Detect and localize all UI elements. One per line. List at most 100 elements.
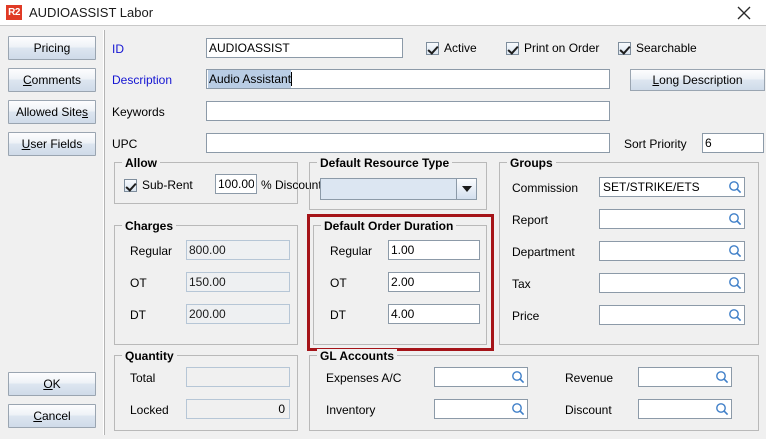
upc-input[interactable] — [206, 133, 610, 153]
discount-lookup[interactable] — [638, 399, 732, 419]
charges-regular-label: Regular — [130, 244, 173, 258]
search-icon[interactable] — [726, 274, 744, 292]
price-lookup[interactable] — [599, 305, 745, 325]
ok-button-label: OK — [43, 377, 61, 391]
checkbox-box — [506, 41, 519, 55]
dialog-body: Pricing Comments Allowed Sites User Fiel… — [0, 25, 766, 439]
department-lookup[interactable] — [599, 241, 745, 261]
search-icon[interactable] — [726, 306, 744, 324]
quantity-total-input[interactable] — [186, 367, 290, 387]
keywords-label: Keywords — [112, 105, 165, 119]
duration-regular-input[interactable] — [388, 240, 480, 260]
cancel-button[interactable]: Cancel — [8, 404, 96, 428]
default-resource-type-group: Default Resource Type — [309, 156, 487, 210]
duration-dt-input[interactable] — [388, 304, 480, 324]
form-content: ID Active Print on Order Searchable Desc… — [108, 26, 765, 439]
charges-dt-input[interactable] — [186, 304, 290, 324]
search-icon[interactable] — [726, 178, 744, 196]
report-lookup[interactable] — [599, 209, 745, 229]
allow-group: Allow — [114, 156, 298, 204]
comments-button[interactable]: Comments — [8, 68, 96, 92]
groups-group-title: Groups — [507, 156, 556, 170]
print-on-order-checkbox-label: Print on Order — [524, 41, 600, 55]
keywords-input[interactable] — [206, 101, 610, 121]
gl-accounts-group-title: GL Accounts — [317, 349, 398, 363]
long-description-button[interactable]: Long Description — [630, 69, 765, 91]
default-resource-type-select[interactable] — [320, 178, 477, 200]
revenue-lookup[interactable] — [638, 367, 732, 387]
quantity-group-title: Quantity — [122, 349, 177, 363]
quantity-total-label: Total — [130, 371, 156, 385]
sort-priority-label: Sort Priority — [624, 137, 687, 151]
quantity-locked-input[interactable] — [186, 399, 290, 419]
duration-dt-label: DT — [330, 308, 346, 322]
checkbox-box — [426, 41, 439, 55]
search-icon[interactable] — [509, 368, 527, 386]
pricing-button[interactable]: Pricing — [8, 36, 96, 60]
search-icon[interactable] — [726, 242, 744, 260]
chevron-down-icon[interactable] — [456, 179, 476, 199]
search-icon[interactable] — [726, 210, 744, 228]
description-selected-text: Audio Assistant — [208, 70, 292, 88]
id-label: ID — [112, 42, 124, 56]
cancel-button-label: Cancel — [33, 409, 71, 423]
upc-label: UPC — [112, 137, 138, 151]
active-checkbox-label: Active — [444, 41, 477, 55]
gl-accounts-group: GL Accounts — [309, 349, 759, 431]
report-label: Report — [512, 213, 549, 227]
panel-divider — [103, 30, 105, 435]
user-fields-button[interactable]: User Fields — [8, 132, 96, 156]
side-button-panel: Pricing Comments Allowed Sites User Fiel… — [0, 26, 105, 439]
revenue-label: Revenue — [565, 371, 614, 385]
expenses-ac-label: Expenses A/C — [326, 371, 402, 385]
search-icon[interactable] — [713, 400, 731, 418]
charges-regular-input[interactable] — [186, 240, 290, 260]
inventory-lookup[interactable] — [434, 399, 528, 419]
active-checkbox[interactable]: Active — [426, 41, 477, 55]
quantity-locked-label: Locked — [130, 403, 169, 417]
charges-ot-input[interactable] — [186, 272, 290, 292]
searchable-checkbox[interactable]: Searchable — [618, 41, 697, 55]
charges-group: Charges — [114, 219, 298, 345]
checkbox-box — [124, 178, 137, 192]
search-icon[interactable] — [713, 368, 731, 386]
allow-group-title: Allow — [122, 156, 160, 170]
commission-lookup[interactable]: SET/STRIKE/ETS — [599, 177, 745, 197]
user-fields-button-label: User Fields — [21, 137, 83, 151]
commission-label: Commission — [512, 181, 579, 195]
window-title: AUDIOASSIST Labor — [29, 5, 154, 20]
ok-button[interactable]: OK — [8, 372, 96, 396]
discount-percent-label: % Discount — [261, 178, 322, 192]
duration-regular-label: Regular — [330, 244, 373, 258]
sub-rent-checkbox[interactable]: Sub-Rent — [124, 178, 193, 192]
discount-percent-input[interactable] — [215, 174, 257, 194]
default-order-duration-title: Default Order Duration — [321, 219, 457, 233]
search-icon[interactable] — [509, 400, 527, 418]
close-icon[interactable] — [722, 0, 766, 25]
description-label: Description — [112, 73, 173, 87]
checkbox-box — [618, 41, 631, 55]
id-input[interactable] — [206, 38, 403, 58]
title-bar: R2 AUDIOASSIST Labor — [0, 0, 766, 25]
sub-rent-checkbox-label: Sub-Rent — [142, 178, 193, 192]
comments-button-label: Comments — [22, 73, 82, 87]
charges-group-title: Charges — [122, 219, 177, 233]
tax-lookup[interactable] — [599, 273, 745, 293]
app-logo-icon: R2 — [6, 5, 22, 20]
groups-group: Groups — [499, 156, 759, 345]
pricing-button-label: Pricing — [33, 41, 71, 55]
default-order-duration-group: Default Order Duration — [313, 219, 487, 345]
tax-label: Tax — [512, 277, 531, 291]
description-input[interactable]: Audio Assistant — [206, 69, 610, 89]
expenses-ac-lookup[interactable] — [434, 367, 528, 387]
duration-ot-input[interactable] — [388, 272, 480, 292]
price-label: Price — [512, 309, 540, 323]
discount-label: Discount — [565, 403, 612, 417]
commission-value: SET/STRIKE/ETS — [603, 180, 700, 194]
allowed-sites-button[interactable]: Allowed Sites — [8, 100, 96, 124]
department-label: Department — [512, 245, 575, 259]
duration-ot-label: OT — [330, 276, 347, 290]
print-on-order-checkbox[interactable]: Print on Order — [506, 41, 599, 55]
sort-priority-input[interactable] — [702, 133, 764, 153]
